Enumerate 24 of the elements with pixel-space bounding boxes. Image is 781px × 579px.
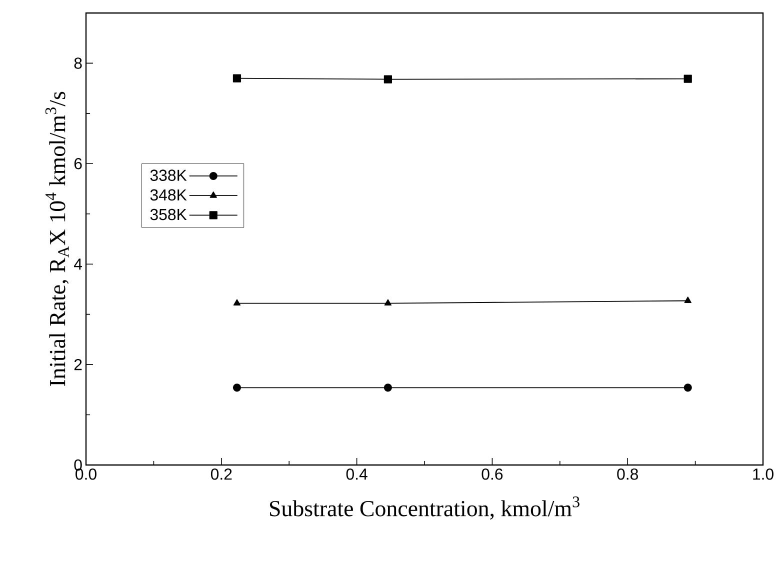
legend-label: 358K [150,208,187,220]
x-tick-label: 0.8 [617,468,638,480]
point [684,384,692,392]
legend-label: 338K [150,170,187,181]
x-tick-label: 0.2 [210,468,232,480]
x-tick-label: 0.6 [482,468,503,480]
point [232,74,242,82]
point [384,299,392,306]
point [232,384,242,392]
y-tick-label: 8 [74,58,82,69]
legend-label: 348K [150,189,187,201]
y-axis-title: Initial Rate, R$_{A}$X 10$^{4}$ kmol/m$^{3}$/s [45,92,69,386]
y-tick-label: 4 [74,258,82,270]
point [384,384,392,392]
y-tick-label: 6 [74,158,82,170]
x-tick-label: 0.4 [346,468,368,480]
point [233,299,241,306]
y-tick-label: 2 [74,358,82,370]
point [684,296,692,304]
point [384,75,392,84]
point [684,74,692,83]
x-axis-title: Substrate Concentration, kmol/m$^{3}$ [270,496,580,520]
x-tick-label: 0.0 [76,468,96,480]
x-tick-label: 1.0 [753,468,774,480]
